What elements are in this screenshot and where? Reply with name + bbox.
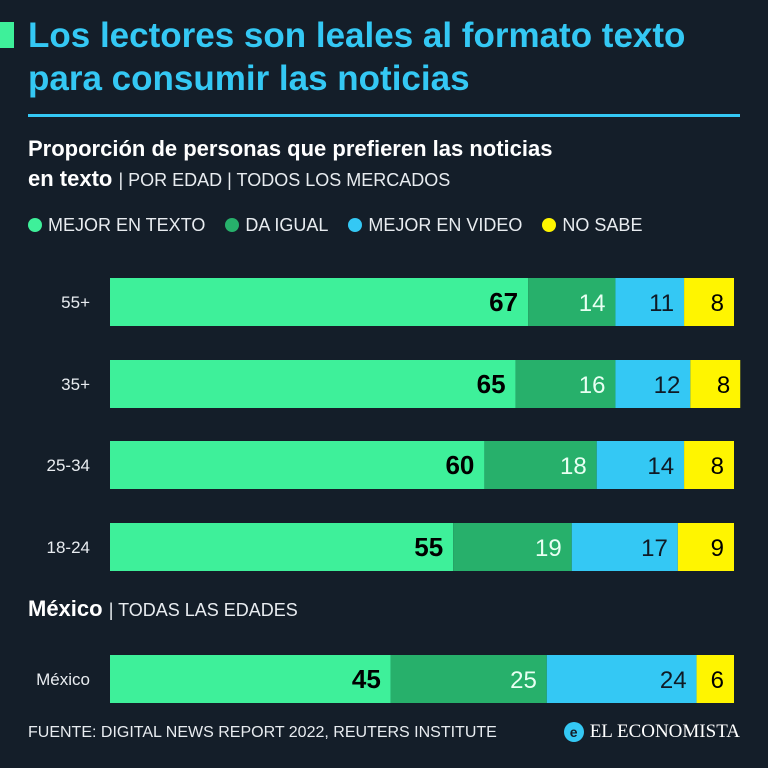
brand-name: EL ECONOMISTA [589, 721, 740, 742]
legend-dot-igual [225, 218, 240, 232]
legend-item-nosabe: NO SABE [542, 215, 642, 236]
bar-segment [546, 655, 697, 703]
data-label: 45 [352, 664, 381, 694]
bar-segment [690, 360, 741, 408]
data-label: 14 [579, 290, 606, 317]
data-label: 8 [711, 290, 724, 317]
legend-label-texto: MEJOR EN TEXTO [48, 214, 206, 235]
legend-item-video: MEJOR EN VIDEO [348, 215, 522, 236]
chart-subtitle: Proporción de personas que prefieren las… [28, 134, 748, 195]
bar-segment [110, 278, 529, 326]
bar-segment [110, 655, 391, 703]
data-label: 6 [711, 667, 724, 694]
data-label: 17 [641, 535, 668, 562]
data-label: 9 [711, 535, 724, 562]
brand-logo-icon: e [563, 722, 584, 742]
bar-segment [110, 441, 485, 489]
bar-segment [110, 360, 516, 408]
legend-item-igual: DA IGUAL [225, 215, 328, 236]
bar-segment [615, 278, 685, 326]
bar-segment [110, 523, 454, 571]
legend-dot-texto [28, 218, 42, 232]
category-label: 35+ [61, 375, 90, 394]
bar-segment [684, 278, 734, 326]
subtitle-main-line2: en texto [28, 166, 113, 191]
data-label: 19 [535, 535, 562, 562]
data-label: 55 [414, 532, 443, 562]
data-label: 18 [560, 453, 587, 480]
legend-dot-video [348, 218, 363, 232]
page-title: Los lectores son leales al formato texto… [28, 16, 686, 98]
data-label: 67 [489, 287, 518, 317]
mexico-section-qualifier: | TODAS LAS EDADES [108, 600, 298, 620]
bar-segment [390, 655, 547, 703]
title-divider [28, 114, 740, 117]
category-label: México [36, 670, 90, 689]
category-label: 25-34 [47, 456, 90, 475]
subtitle-main-line1: Proporción de personas que prefieren las… [28, 136, 553, 161]
bar-segment [484, 441, 597, 489]
data-label: 65 [477, 369, 506, 399]
legend-item-texto: MEJOR EN TEXTO [28, 215, 205, 236]
bar-segment [677, 523, 734, 571]
legend-dot-nosabe [542, 218, 557, 232]
data-label: 25 [510, 667, 537, 694]
bar-segment [684, 441, 734, 489]
mexico-section-heading: México | TODAS LAS EDADES [28, 594, 298, 625]
bar-segment [615, 360, 691, 408]
bar-segment [515, 360, 616, 408]
category-label: 55+ [61, 293, 90, 312]
source-note: FUENTE: DIGITAL NEWS REPORT 2022, REUTER… [28, 724, 497, 741]
legend-label-nosabe: NO SABE [562, 214, 643, 235]
data-label: 8 [717, 372, 730, 399]
brand-logo: e EL ECONOMISTA [563, 720, 740, 744]
bar-segment [528, 278, 616, 326]
bar-segment [571, 523, 678, 571]
data-label: 60 [445, 450, 474, 480]
bar-segment [453, 523, 572, 571]
title-accent-mark [0, 22, 14, 48]
bar-segment [596, 441, 685, 489]
data-label: 24 [660, 667, 687, 694]
subtitle-qualifier: | POR EDAD | TODOS LOS MERCADOS [118, 170, 451, 190]
data-label: 12 [654, 372, 681, 399]
mexico-section-title: México [28, 596, 103, 621]
category-label: 18-24 [47, 538, 90, 557]
data-label: 8 [711, 453, 724, 480]
data-label: 14 [647, 453, 674, 480]
chart-legend: MEJOR EN TEXTO DA IGUAL MEJOR EN VIDEO N… [28, 210, 642, 240]
bar-segment [696, 655, 734, 703]
data-label: 11 [649, 290, 674, 317]
legend-label-igual: DA IGUAL [245, 214, 329, 235]
data-label: 16 [579, 372, 606, 399]
legend-label-video: MEJOR EN VIDEO [368, 214, 523, 235]
